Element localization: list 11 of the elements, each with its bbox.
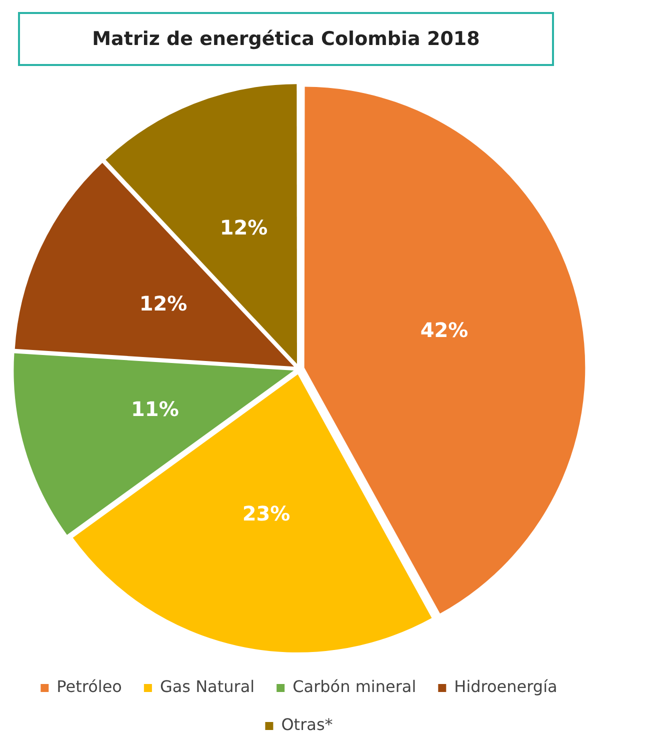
legend-label: Otras* — [281, 715, 333, 734]
data-label: 11% — [131, 397, 179, 422]
legend-label: Petróleo — [56, 677, 122, 696]
legend-label: Hidroenergía — [454, 677, 558, 696]
legend-label: Gas Natural — [160, 677, 255, 696]
legend-label: Carbón mineral — [292, 677, 416, 696]
data-label: 12% — [139, 291, 188, 316]
data-label: 23% — [242, 502, 290, 526]
data-label: 12% — [220, 216, 268, 240]
chart-title: Matriz de energética Colombia 2018 — [18, 12, 554, 66]
data-label: 42% — [420, 318, 468, 342]
